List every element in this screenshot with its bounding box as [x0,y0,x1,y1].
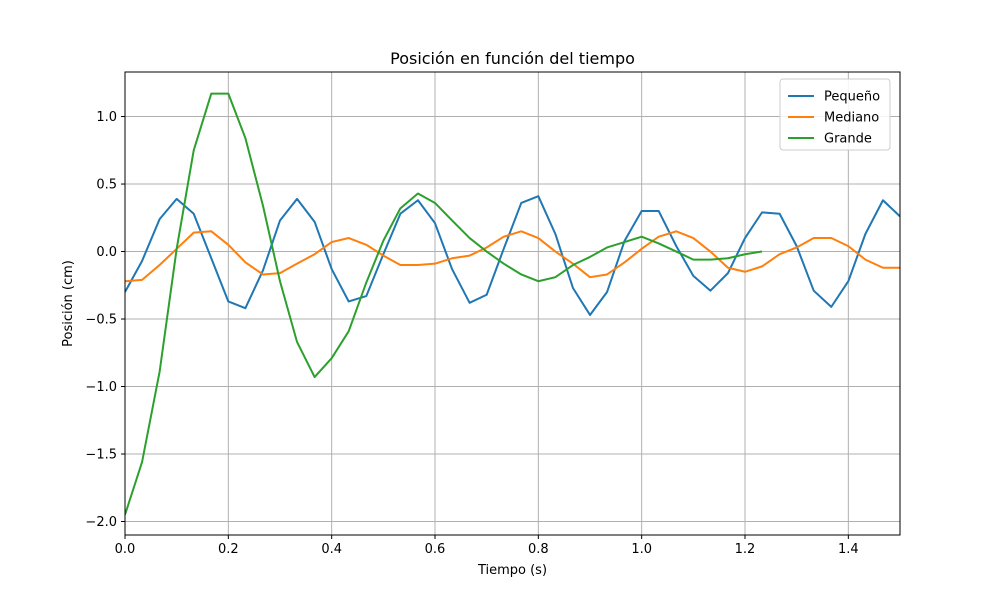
legend-label-grande: Grande [824,132,872,147]
x-tick-label: 1.0 [631,542,652,557]
x-tick-label: 0.4 [321,542,342,557]
series-layer [125,92,900,516]
x-tick-label: 1.2 [735,542,756,557]
series-line-mediano [125,230,900,283]
legend-label-mediano: Mediano [824,111,879,126]
x-tick-label: 1.4 [838,542,859,557]
legend: Pequeño Mediano Grande [779,78,891,151]
x-axis-label: Tiempo (s) [477,563,547,578]
y-tick-label: −1.5 [85,448,117,463]
series-line-peque-o [125,195,900,316]
y-tick-label: 0.0 [96,245,117,260]
chart-title: Posición en función del tiempo [390,49,635,68]
x-tick-label: 0.0 [115,542,136,557]
y-tick-label: 1.0 [96,110,117,125]
y-axis-label: Posición (cm) [61,260,76,347]
ticks: 0.0 0.2 0.4 0.6 0.8 1.0 1.2 1.4 −2.0 −1.5 −1.0 −0.5… [85,110,858,557]
y-tick-label: 0.5 [96,178,117,193]
x-tick-label: 0.2 [218,542,239,557]
x-tick-label: 0.8 [528,542,549,557]
y-tick-label: −1.0 [85,380,117,395]
legend-label-peque-o: Pequeño [824,90,880,105]
y-tick-label: −2.0 [85,515,117,530]
series-line-grande [125,92,763,516]
x-tick-label: 0.6 [425,542,446,557]
axes-frame [124,71,901,536]
y-tick-label: −0.5 [85,313,117,328]
